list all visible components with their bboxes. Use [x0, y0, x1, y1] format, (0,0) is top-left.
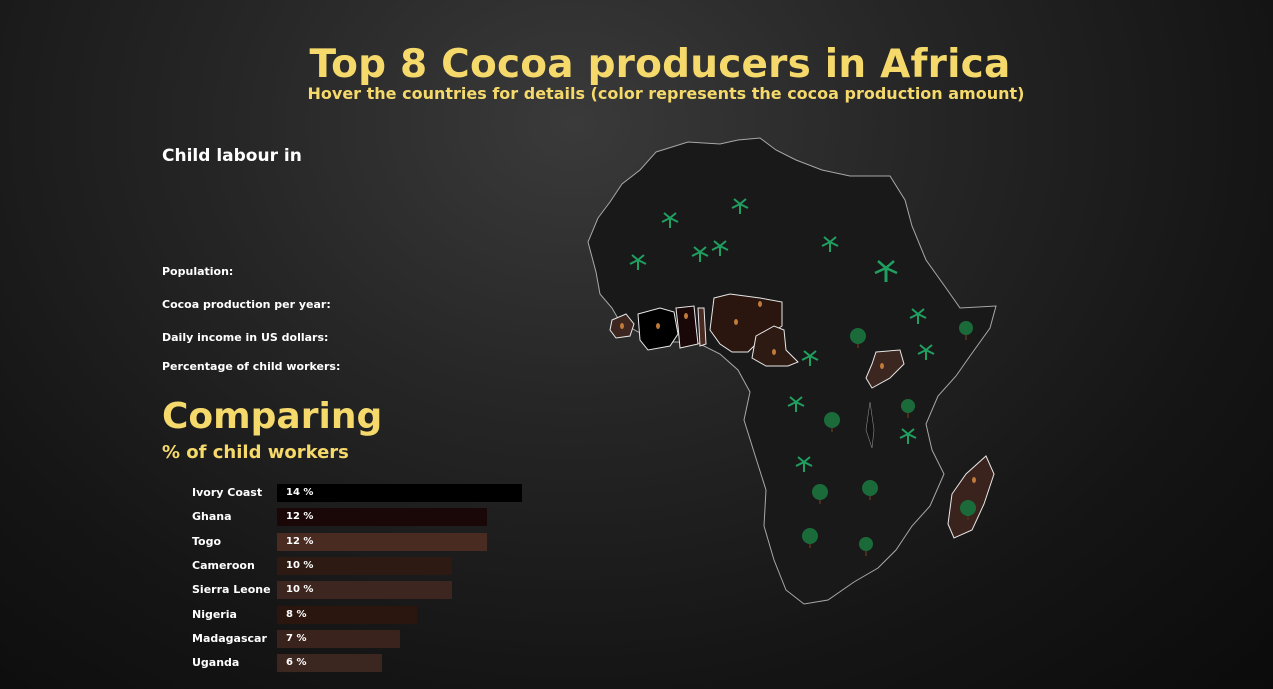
percentage-label: Percentage of child workers:: [162, 360, 341, 373]
page-subtitle: Hover the countries for details (color r…: [307, 84, 1025, 103]
tree-icon: [850, 328, 866, 348]
country-cameroon[interactable]: [751, 325, 799, 367]
bar-value-label: 10 %: [286, 584, 314, 596]
tree-icon: [959, 321, 973, 340]
bar-value-label: 12 %: [286, 535, 314, 547]
palm-tree-icon: [917, 344, 935, 360]
bar-label: Nigeria: [192, 607, 237, 621]
cocoa-pod-icon: [772, 349, 776, 355]
cocoa-pod-icon: [880, 363, 884, 369]
population-label: Population:: [162, 265, 234, 278]
palm-tree-icon: [795, 456, 813, 472]
cocoa-pod-icon: [758, 301, 762, 307]
palm-tree-icon: [711, 240, 729, 256]
tree-icon: [812, 484, 828, 504]
cocoa-pod-icon: [656, 323, 660, 329]
bar-row: Madagascar 7 %: [192, 629, 552, 649]
bar[interactable]: [277, 654, 382, 673]
tree-icon: [802, 528, 818, 548]
palm-tree-icon: [909, 308, 927, 324]
bar-value-label: 8 %: [286, 608, 307, 620]
bar[interactable]: [277, 556, 452, 575]
bar[interactable]: [277, 581, 452, 600]
bar[interactable]: [277, 508, 487, 527]
comparison-subtitle: % of child workers: [162, 442, 349, 463]
bar[interactable]: [277, 605, 417, 624]
tree-icon: [901, 399, 915, 418]
country-togo[interactable]: [697, 307, 707, 347]
palm-tree-icon: [691, 246, 709, 262]
bar-label: Madagascar: [192, 631, 267, 645]
country-madagascar[interactable]: [947, 455, 995, 539]
palm-tree-icon: [787, 396, 805, 412]
bar-label: Uganda: [192, 656, 240, 670]
tree-icon: [862, 480, 878, 500]
palm-tree-icon: [821, 236, 839, 252]
bar-label: Sierra Leone: [192, 583, 271, 597]
cocoa-pod-icon: [684, 313, 688, 319]
palm-tree-icon: [801, 350, 819, 366]
bar-value-label: 6 %: [286, 657, 307, 669]
bar-row: Ivory Coast 14 %: [192, 483, 552, 503]
bar-row: Sierra Leone 10 %: [192, 580, 552, 600]
details-heading: Child labour in: [162, 146, 302, 166]
bar-value-label: 10 %: [286, 559, 314, 571]
bar[interactable]: [277, 629, 400, 648]
bar-value-label: 12 %: [286, 511, 314, 523]
bar-row: Ghana 12 %: [192, 507, 552, 527]
tree-icon: [960, 500, 976, 520]
bar-row: Togo 12 %: [192, 532, 552, 552]
palm-tree-icon: [731, 198, 749, 214]
palm-tree-icon: [874, 260, 898, 282]
africa-map: [587, 137, 997, 605]
bar[interactable]: [277, 484, 522, 502]
cocoa-pod-icon: [620, 323, 624, 329]
palm-tree-icon: [661, 212, 679, 228]
lake-victoria: [865, 401, 875, 449]
cocoa-pod-icon: [972, 477, 976, 483]
bar-row: Cameroon 10 %: [192, 556, 552, 576]
bar-value-label: 7 %: [286, 632, 307, 644]
palm-tree-icon: [899, 428, 917, 444]
country-ghana[interactable]: [675, 305, 699, 349]
africa-continent: [587, 137, 997, 605]
palm-tree-icon: [629, 254, 647, 270]
comparison-title: Comparing: [162, 396, 383, 437]
country-uganda[interactable]: [865, 349, 905, 389]
income-label: Daily income in US dollars:: [162, 331, 329, 344]
bar-value-label: 14 %: [286, 487, 314, 498]
page-title: Top 8 Cocoa producers in Africa: [309, 42, 1011, 87]
bar-label: Ghana: [192, 510, 232, 524]
bar-row: Nigeria 8 %: [192, 605, 552, 625]
bar[interactable]: [277, 532, 487, 551]
tree-icon: [824, 412, 840, 432]
tree-icon: [859, 537, 873, 556]
bar-row: Uganda 6 %: [192, 653, 552, 673]
production-label: Cocoa production per year:: [162, 298, 331, 311]
bar-label: Ivory Coast: [192, 486, 263, 499]
bar-label: Togo: [192, 534, 222, 548]
bar-label: Cameroon: [192, 558, 255, 572]
cocoa-pod-icon: [734, 319, 738, 325]
